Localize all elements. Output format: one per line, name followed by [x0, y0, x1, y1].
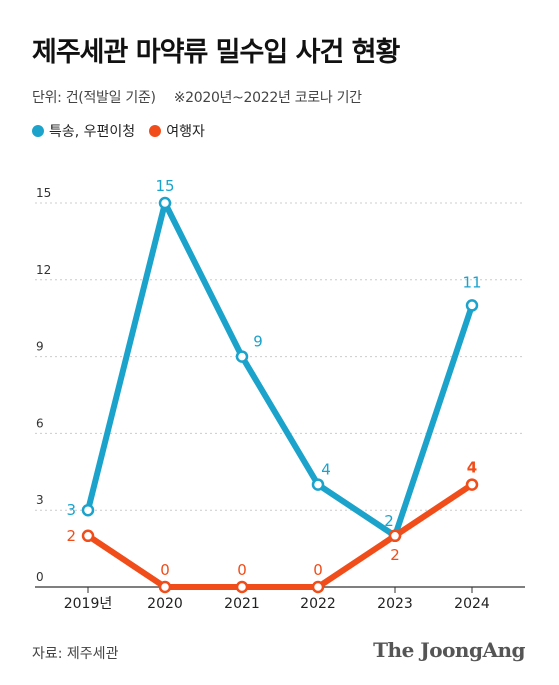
legend-label-series1: 특송, 우편이청 — [49, 124, 136, 140]
legend-label-series2: 여행자 — [166, 124, 205, 140]
source-label: 자료: 제주세관 — [32, 646, 119, 662]
brand-logo: The JoongAng — [373, 638, 525, 662]
series-1-data-label: 4 — [321, 461, 331, 479]
series-1-point — [81, 503, 95, 517]
series-1-data-label: 11 — [462, 273, 481, 291]
chart-subtitle: 단위: 건(적발일 기준) ※2020년~2022년 코로나 기간 — [32, 87, 362, 107]
series-2-data-label: 0 — [237, 561, 247, 579]
series-2-data-label: 2 — [390, 546, 400, 564]
series-2-data-label: 2 — [66, 527, 76, 545]
series-2-point — [81, 529, 95, 543]
series-1-data-label: 15 — [155, 177, 174, 195]
series-2-point — [465, 478, 479, 491]
series-2-point — [311, 580, 325, 594]
series-1-line — [85, 200, 475, 539]
x-tick-label: 2023 — [377, 596, 413, 612]
series-1-data-label: 3 — [66, 501, 76, 519]
unit-label: 단위: 건(적발일 기준) — [32, 90, 156, 106]
series-2-data-label: 0 — [313, 561, 323, 579]
series-1-point — [158, 196, 172, 210]
y-tick-label: 12 — [36, 263, 51, 277]
legend-dot-series2 — [149, 125, 162, 137]
series-2-line — [85, 481, 475, 590]
y-tick-label: 9 — [36, 340, 44, 354]
chart-title: 제주세관 마약류 밀수입 사건 현황 — [32, 37, 400, 68]
series-1-data-label: 2 — [384, 512, 394, 530]
series-2-data-label: 4 — [467, 459, 477, 477]
legend-dot-series1 — [32, 125, 44, 137]
y-tick-label: 3 — [36, 493, 44, 507]
y-tick-label: 0 — [36, 570, 44, 584]
x-tick-label: 2021 — [224, 596, 260, 612]
series-2-point — [235, 580, 249, 594]
series-2-data-label: 0 — [160, 561, 170, 579]
chart-legend: 특송, 우편이청 여행자 — [32, 121, 219, 141]
legend-item-series2: 여행자 — [149, 121, 205, 141]
x-tick-label: 2022 — [300, 596, 336, 612]
x-tick-label: 2024 — [454, 596, 490, 612]
x-tick-label: 2020 — [147, 596, 183, 612]
series-1-data-label: 9 — [253, 333, 263, 351]
period-note: ※2020년~2022년 코로나 기간 — [173, 90, 362, 106]
series-1-point — [465, 299, 479, 312]
legend-item-series1: 특송, 우편이청 — [32, 121, 135, 141]
y-tick-label: 15 — [36, 186, 51, 200]
series-1-point — [311, 478, 325, 491]
series-2-point — [388, 529, 402, 543]
series-1-point — [235, 350, 249, 363]
y-tick-label: 6 — [36, 416, 44, 430]
series-2-point — [158, 580, 172, 594]
x-tick-label: 2019년 — [64, 596, 113, 612]
